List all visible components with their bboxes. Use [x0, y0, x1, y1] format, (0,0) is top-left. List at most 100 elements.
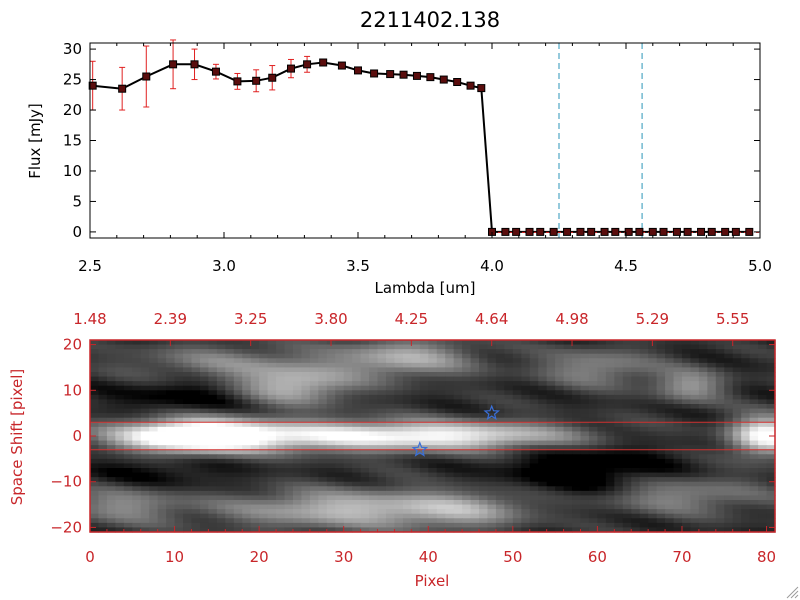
- heat-cell: [622, 426, 632, 433]
- heat-cell: [335, 522, 345, 529]
- heat-cell: [487, 522, 497, 529]
- heat-cell: [90, 362, 100, 369]
- heat-cell: [267, 399, 277, 405]
- heat-cell: [369, 381, 379, 387]
- heat-cell: [157, 385, 167, 391]
- heat-cell: [690, 522, 700, 529]
- heat-cell: [411, 381, 421, 387]
- heat-cell: [318, 527, 328, 533]
- heat-cell: [445, 518, 455, 524]
- heat-cell: [445, 445, 455, 451]
- heat-cell: [529, 504, 539, 510]
- heat-cell: [445, 349, 455, 355]
- heat-cell: [698, 527, 708, 533]
- heat-cell: [242, 413, 252, 419]
- heat-cell: [411, 490, 421, 497]
- heat-cell: [521, 495, 531, 501]
- heat-cell: [292, 481, 303, 487]
- heat-cell: [749, 372, 759, 378]
- heat-cell: [470, 422, 480, 428]
- heat-cell: [394, 344, 404, 350]
- heat-cell: [140, 440, 150, 446]
- heat-cell: [157, 436, 167, 442]
- heat-cell: [166, 445, 176, 451]
- heat-cell: [191, 376, 201, 382]
- heat-cell: [199, 504, 209, 510]
- heat-cell: [191, 353, 201, 359]
- heat-cell: [225, 399, 235, 405]
- heat-cell: [106, 417, 116, 423]
- heat-cell: [343, 504, 353, 510]
- heat-cell: [707, 518, 717, 524]
- heat-cell: [504, 436, 514, 442]
- heat-cell: [639, 399, 649, 405]
- data-point: [399, 70, 408, 79]
- heat-cell: [98, 426, 108, 433]
- heat-cell: [732, 431, 742, 437]
- heat-cell: [394, 426, 404, 433]
- heat-cell: [225, 381, 235, 387]
- heat-cell: [665, 408, 675, 414]
- heat-cell: [445, 458, 455, 465]
- heat-cell: [98, 458, 108, 465]
- heat-cell: [335, 490, 345, 497]
- heat-cell: [174, 367, 184, 373]
- heat-cell: [428, 527, 438, 533]
- heat-cell: [656, 458, 666, 465]
- heat-cell: [597, 372, 607, 378]
- heat-cell: [216, 468, 226, 474]
- heat-cell: [149, 449, 159, 455]
- heat-cell: [631, 344, 641, 350]
- heat-cell: [538, 440, 548, 446]
- data-point: [287, 64, 295, 73]
- heat-cell: [681, 454, 692, 460]
- heat-cell: [512, 390, 522, 396]
- heat-cell: [377, 440, 387, 446]
- heat-cell: [462, 513, 472, 519]
- heat-cell: [360, 522, 370, 529]
- heat-cell: [343, 463, 353, 469]
- heat-cell: [724, 486, 734, 492]
- heat-cell: [639, 349, 649, 355]
- x-tick-label: 2.5: [78, 257, 102, 275]
- heat-cell: [276, 362, 286, 369]
- heat-cell: [546, 472, 556, 478]
- heat-cell: [326, 472, 336, 478]
- heat-cell: [445, 381, 455, 387]
- heat-cell: [732, 340, 742, 346]
- heat-cell: [648, 472, 658, 478]
- heat-cell: [123, 490, 133, 497]
- heat-cell: [106, 404, 116, 410]
- heat-cell: [98, 522, 108, 529]
- heat-cell: [681, 362, 692, 369]
- heat-cell: [707, 477, 717, 483]
- heat-cell: [377, 518, 387, 524]
- heat-cell: [546, 495, 556, 501]
- heat-cell: [385, 372, 396, 378]
- heat-cell: [690, 376, 700, 382]
- heat-cell: [377, 431, 387, 437]
- heat-cell: [580, 500, 590, 506]
- heat-cell: [123, 390, 133, 396]
- heat-cell: [707, 372, 717, 378]
- heat-cell: [377, 495, 387, 501]
- heat-cell: [707, 509, 717, 515]
- heat-cell: [715, 349, 725, 355]
- heat-cell: [487, 490, 497, 497]
- heat-cell: [631, 426, 641, 433]
- heat-cell: [174, 472, 184, 478]
- heat-cell: [512, 394, 522, 401]
- heat-cell: [174, 353, 184, 359]
- heat-cell: [479, 445, 489, 451]
- heat-cell: [512, 472, 522, 478]
- heat-cell: [343, 513, 353, 519]
- heat-cell: [588, 390, 599, 396]
- heat-cell: [563, 390, 573, 396]
- heat-cell: [766, 527, 776, 533]
- heat-cell: [411, 367, 421, 373]
- heat-cell: [707, 449, 717, 455]
- heat-cell: [656, 445, 666, 451]
- heat-cell: [377, 436, 387, 442]
- heat-cell: [572, 477, 582, 483]
- heat-cell: [276, 454, 286, 460]
